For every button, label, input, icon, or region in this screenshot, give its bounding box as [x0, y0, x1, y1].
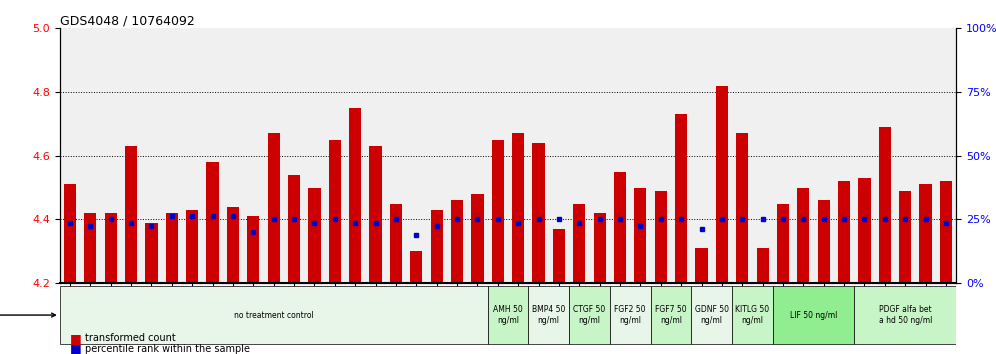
Bar [492, 140, 504, 283]
Text: no treatment control: no treatment control [234, 310, 314, 320]
Bar [940, 181, 952, 283]
Bar [695, 248, 707, 283]
Text: AMH 50
ng/ml: AMH 50 ng/ml [493, 306, 523, 325]
Text: ■: ■ [70, 342, 82, 354]
FancyBboxPatch shape [650, 286, 691, 344]
Bar [64, 184, 76, 283]
FancyBboxPatch shape [488, 286, 528, 344]
Bar [553, 229, 565, 283]
Bar [594, 213, 606, 283]
FancyBboxPatch shape [732, 286, 773, 344]
FancyBboxPatch shape [855, 286, 956, 344]
Bar [227, 207, 239, 283]
Text: agent: agent [0, 310, 56, 320]
FancyBboxPatch shape [610, 286, 650, 344]
Text: FGF2 50
ng/ml: FGF2 50 ng/ml [615, 306, 646, 325]
Bar [533, 143, 545, 283]
Bar [410, 251, 422, 283]
Bar [818, 200, 830, 283]
Bar [349, 108, 362, 283]
Bar [105, 213, 117, 283]
Bar [634, 188, 646, 283]
Bar [370, 146, 381, 283]
Bar [329, 140, 341, 283]
Bar [165, 213, 178, 283]
FancyBboxPatch shape [528, 286, 569, 344]
Bar [777, 204, 789, 283]
Bar [85, 213, 97, 283]
FancyBboxPatch shape [691, 286, 732, 344]
Bar [247, 216, 259, 283]
Bar [716, 86, 728, 283]
Bar [389, 204, 402, 283]
Bar [736, 133, 748, 283]
Text: KITLG 50
ng/ml: KITLG 50 ng/ml [735, 306, 770, 325]
Bar [471, 194, 483, 283]
FancyBboxPatch shape [60, 286, 488, 344]
Bar [288, 175, 300, 283]
Text: percentile rank within the sample: percentile rank within the sample [85, 344, 250, 354]
Text: transformed count: transformed count [85, 333, 175, 343]
Bar [124, 146, 137, 283]
Text: LIF 50 ng/ml: LIF 50 ng/ml [790, 310, 838, 320]
Bar [206, 162, 219, 283]
Bar [309, 188, 321, 283]
Bar [614, 172, 626, 283]
Bar [573, 204, 586, 283]
Bar [899, 191, 911, 283]
Bar [430, 210, 443, 283]
Bar [797, 188, 810, 283]
Bar [757, 248, 769, 283]
FancyBboxPatch shape [569, 286, 610, 344]
Bar [859, 178, 871, 283]
Text: GDS4048 / 10764092: GDS4048 / 10764092 [60, 14, 194, 27]
Bar [675, 114, 687, 283]
Bar [145, 223, 157, 283]
Bar [838, 181, 851, 283]
Text: CTGF 50
ng/ml: CTGF 50 ng/ml [574, 306, 606, 325]
Text: BMP4 50
ng/ml: BMP4 50 ng/ml [532, 306, 566, 325]
Text: FGF7 50
ng/ml: FGF7 50 ng/ml [655, 306, 687, 325]
FancyBboxPatch shape [773, 286, 855, 344]
Text: GDNF 50
ng/ml: GDNF 50 ng/ml [694, 306, 729, 325]
Text: PDGF alfa bet
a hd 50 ng/ml: PDGF alfa bet a hd 50 ng/ml [878, 306, 932, 325]
Bar [654, 191, 667, 283]
Text: ■: ■ [70, 332, 82, 344]
Bar [451, 200, 463, 283]
Bar [878, 127, 891, 283]
Bar [186, 210, 198, 283]
Bar [512, 133, 524, 283]
Bar [919, 184, 931, 283]
Bar [268, 133, 280, 283]
